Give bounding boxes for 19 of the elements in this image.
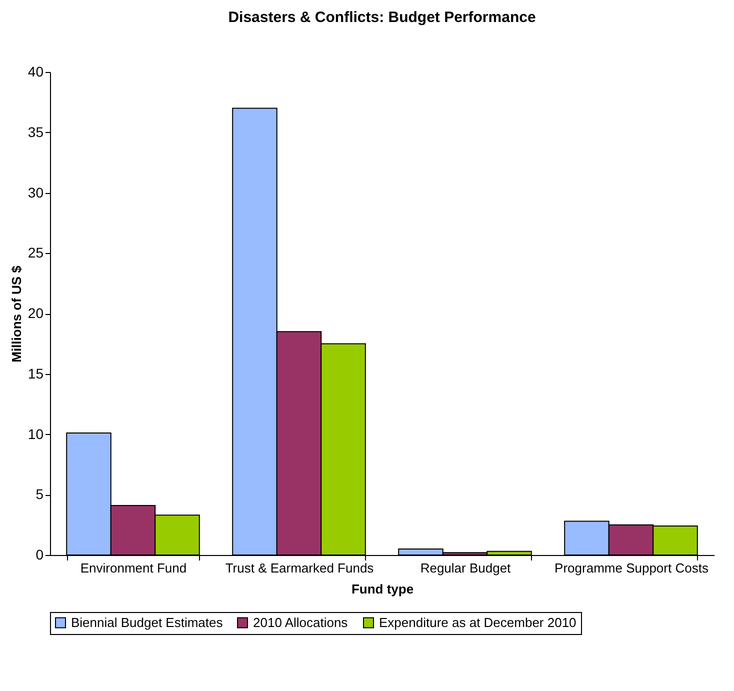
y-tick-label: 35 [28, 124, 44, 140]
legend-label: Biennial Budget Estimates [71, 614, 224, 630]
y-tick-label: 15 [28, 365, 44, 382]
legend-label: Expenditure as at December 2010 [379, 614, 576, 630]
y-tick-label: 25 [28, 244, 44, 261]
y-tick-label: 10 [28, 426, 44, 442]
y-tick-label: 20 [28, 305, 44, 321]
y-tick-label: 5 [36, 486, 44, 502]
x-tick-label: Trust & Earmarked Funds [225, 560, 374, 576]
y-tick-label: 0 [36, 546, 44, 562]
y-axis-title: Millions of US $ [8, 264, 24, 362]
x-tick-label: Programme Support Costs [554, 560, 709, 576]
chart-title: Disasters & Conflicts: Budget Performance [228, 9, 536, 26]
x-tick-label: Environment Fund [80, 560, 187, 576]
legend-label: 2010 Allocations [253, 614, 348, 630]
x-axis-title: Fund type [351, 582, 414, 596]
y-tick-label: 40 [28, 64, 44, 80]
x-tick-label: Regular Budget [420, 560, 512, 576]
y-tick-label: 30 [28, 184, 44, 200]
